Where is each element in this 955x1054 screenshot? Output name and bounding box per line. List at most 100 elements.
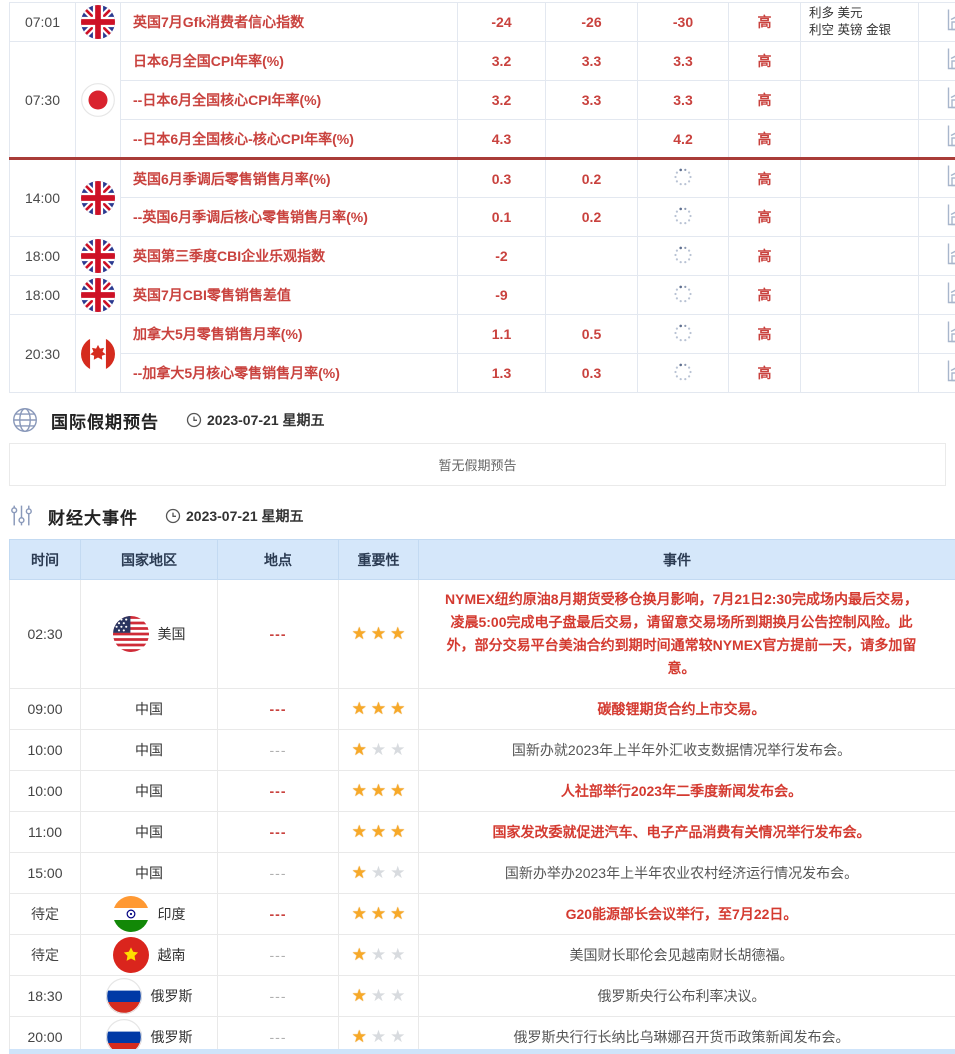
uk-flag-icon	[75, 236, 121, 276]
importance-level: 高	[728, 197, 801, 237]
sliders-icon	[9, 503, 35, 529]
loading-spinner-icon	[637, 157, 729, 198]
star-empty-icon: ★	[390, 1027, 406, 1046]
events-section-title: 财经大事件	[48, 508, 138, 528]
forecast-value	[545, 275, 638, 315]
event-description: 人社部举行2023年二季度新闻发布会。	[418, 770, 955, 812]
country-name: 中国	[135, 824, 163, 840]
star-empty-icon: ★	[390, 740, 406, 759]
country-name: 中国	[135, 701, 163, 717]
column-header: 事件	[418, 539, 955, 580]
chart-icon[interactable]	[946, 8, 955, 32]
importance-stars: ★ ★ ★	[338, 1016, 419, 1054]
economic-row: --日本6月全国核心CPI年率(%) 3.2 3.3 3.3 高	[10, 80, 955, 120]
jp-flag-icon	[75, 41, 121, 159]
event-time-cell: 09:00	[9, 688, 81, 730]
next-table-header-edge	[9, 1049, 955, 1054]
published-value: -30	[637, 2, 729, 42]
time-cell: 07:30	[9, 41, 76, 159]
chart-icon[interactable]	[946, 124, 955, 148]
country-cell: 美国	[80, 579, 218, 689]
forecast-value: -26	[545, 2, 638, 42]
chart-cell	[918, 119, 955, 159]
country-cell: 中国	[80, 729, 218, 771]
event-row: 09:00 中国 --- ★ ★ ★ 碳酸锂期货合约上市交易。	[9, 688, 955, 730]
star-empty-icon: ★	[370, 986, 387, 1005]
importance-stars: ★ ★ ★	[338, 811, 419, 853]
forecast-value	[545, 119, 638, 159]
vn-flag-icon	[112, 937, 149, 973]
loading-spinner-icon	[637, 353, 729, 393]
previous-value: 4.3	[457, 119, 546, 159]
event-time-cell: 15:00	[9, 852, 81, 894]
event-row: 待定 越南 --- ★ ★ ★ 美国财长耶伦会见越南财长胡德福。	[9, 934, 955, 976]
previous-value: 3.2	[457, 80, 546, 120]
country-name: 中国	[135, 783, 163, 799]
event-time-cell: 待定	[9, 934, 81, 976]
chart-icon[interactable]	[946, 320, 955, 344]
time-cell: 14:00	[9, 157, 76, 237]
star-empty-icon: ★	[390, 863, 406, 882]
star-filled-icon: ★	[390, 822, 406, 841]
loading-spinner-icon	[637, 275, 729, 315]
event-description: 美国财长耶伦会见越南财长胡德福。	[418, 934, 955, 976]
importance-level: 高	[728, 119, 801, 159]
indicator-name: --英国6月季调后核心零售销售月率(%)	[120, 197, 458, 237]
no-holiday-box: 暂无假期预告	[9, 443, 946, 486]
event-description: 碳酸锂期货合约上市交易。	[418, 688, 955, 730]
market-effect	[800, 353, 919, 393]
chart-icon[interactable]	[946, 242, 955, 266]
importance-stars: ★ ★ ★	[338, 729, 419, 771]
chart-icon[interactable]	[946, 203, 955, 227]
indicator-name: --日本6月全国核心CPI年率(%)	[120, 80, 458, 120]
chart-cell	[918, 80, 955, 120]
event-row: 15:00 中国 --- ★ ★ ★ 国新办举办2023年上半年农业农村经济运行情况发布会。	[9, 852, 955, 894]
chart-cell	[918, 275, 955, 315]
time-cell: 20:30	[9, 314, 76, 393]
country-cell: 越南	[80, 934, 218, 976]
chart-icon[interactable]	[946, 47, 955, 71]
ru-flag-icon	[105, 1019, 142, 1054]
importance-level: 高	[728, 314, 801, 354]
country-name: 俄罗斯	[150, 988, 193, 1004]
previous-value: 3.2	[457, 41, 546, 81]
economic-row: --日本6月全国核心-核心CPI年率(%) 4.3 4.2 高	[10, 119, 955, 159]
event-description: 国家发改委就促进汽车、电子产品消费有关情况举行发布会。	[418, 811, 955, 853]
previous-value: -2	[457, 236, 546, 276]
chart-icon[interactable]	[946, 86, 955, 110]
economic-row: 20:30 加拿大5月零售销售月率(%) 1.1 0.5 高	[9, 314, 955, 393]
column-header: 重要性	[338, 539, 419, 580]
market-effect	[800, 80, 919, 120]
chart-cell	[918, 157, 955, 198]
uk-flag-icon	[75, 157, 121, 237]
event-description: 国新办就2023年上半年外汇收支数据情况举行发布会。	[418, 729, 955, 771]
event-row: 10:00 中国 --- ★ ★ ★ 人社部举行2023年二季度新闻发布会。	[9, 770, 955, 812]
event-row: 20:00 俄罗斯 --- ★ ★ ★ 俄罗斯央行行长纳比乌琳娜召开货币政策新闻发布会。	[9, 1016, 955, 1054]
economic-data-table: 07:01 英国7月Gfk消费者信心指数 -24 -26 -30 高利多 美元 利空 英镑 …	[9, 2, 955, 393]
indicator-name: 英国第三季度CBI企业乐观指数	[120, 236, 458, 276]
importance-level: 高	[728, 353, 801, 393]
forecast-value: 0.5	[545, 314, 638, 354]
event-time-cell: 02:30	[9, 579, 81, 689]
event-description: 俄罗斯央行行长纳比乌琳娜召开货币政策新闻发布会。	[418, 1016, 955, 1054]
events-table: 时间 国家地区 地点 重要性 事件 02:30 美国 --- ★ ★ ★ NYMEX纽约原油8月期货…	[9, 539, 955, 1054]
economic-row: 07:30 日本6月全国CPI年率(%) 3.2 3.3 3.3 高	[9, 41, 955, 159]
clock-icon	[186, 412, 202, 428]
event-row: 11:00 中国 --- ★ ★ ★ 国家发改委就促进汽车、电子产品消费有关情况举行发布会。	[9, 811, 955, 853]
chart-cell	[918, 353, 955, 393]
forecast-value: 0.3	[545, 353, 638, 393]
event-description: 俄罗斯央行公布利率决议。	[418, 975, 955, 1017]
clock-icon	[165, 508, 181, 524]
star-filled-icon: ★	[390, 624, 406, 643]
importance-stars: ★ ★ ★	[338, 934, 419, 976]
indicator-name: --日本6月全国核心-核心CPI年率(%)	[120, 119, 458, 159]
event-time-cell: 待定	[9, 893, 81, 935]
chart-icon[interactable]	[946, 281, 955, 305]
importance-level: 高	[728, 2, 801, 42]
chart-icon[interactable]	[946, 359, 955, 383]
market-effect	[800, 119, 919, 159]
chart-cell	[918, 197, 955, 237]
uk-flag-icon	[75, 2, 121, 42]
chart-icon[interactable]	[946, 164, 955, 188]
economic-row: 18:00 英国第三季度CBI企业乐观指数 -2 高	[9, 236, 955, 276]
